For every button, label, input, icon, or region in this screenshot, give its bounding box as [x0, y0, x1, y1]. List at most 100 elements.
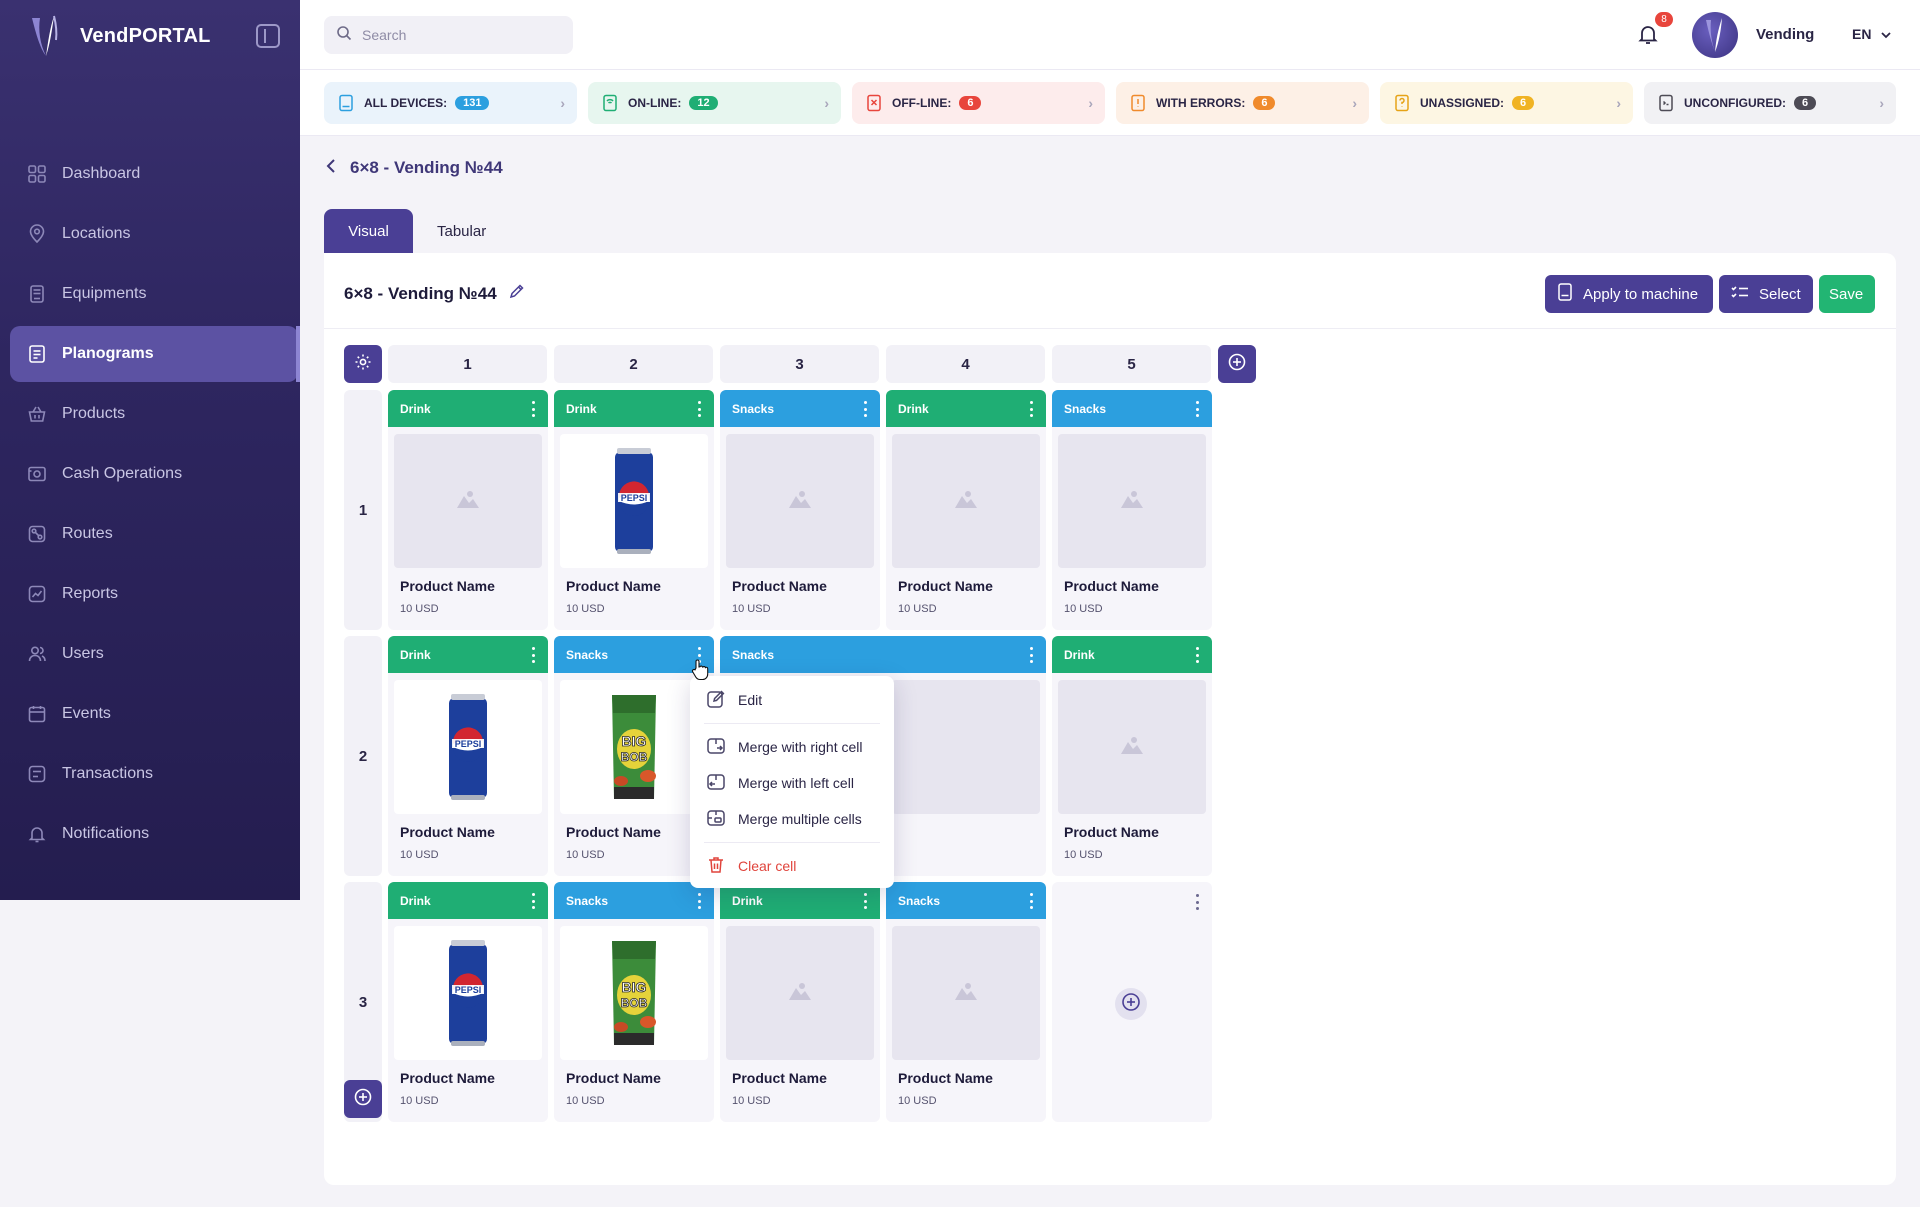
bell-icon [26, 823, 48, 845]
product-image-placeholder [726, 434, 874, 568]
unconfigured-icon [1656, 93, 1676, 113]
tab-visual[interactable]: Visual [324, 209, 413, 254]
more-vertical-icon[interactable] [858, 399, 872, 419]
status-count: 6 [1512, 96, 1535, 110]
sidebar-item-users[interactable]: Users [10, 626, 300, 682]
more-vertical-icon[interactable] [692, 399, 706, 419]
sidebar-item-label: Notifications [62, 825, 150, 842]
sidebar-item-label: Transactions [62, 765, 153, 782]
more-vertical-icon[interactable] [1024, 399, 1038, 419]
status-unassigned[interactable]: UNASSIGNED: 6 › [1380, 82, 1633, 124]
cell-category: Drink [566, 401, 597, 416]
search-input[interactable] [362, 27, 562, 43]
sidebar-nav: Dashboard Locations Equipments Planogram… [10, 146, 300, 866]
sidebar-item-cash-operations[interactable]: Cash Operations [10, 446, 300, 502]
planogram-cell[interactable]: Drink PEPSI Product Name 10 USD [388, 636, 548, 876]
planogram-cell[interactable]: Snacks Product Name 10 USD [1052, 390, 1212, 630]
product-image-placeholder [1058, 434, 1206, 568]
planogram-cell[interactable]: Drink PEPSI Product Name 10 USD [554, 390, 714, 630]
back-arrow-icon[interactable] [326, 158, 336, 178]
users-icon [26, 643, 48, 665]
divider [324, 328, 1896, 329]
more-vertical-icon[interactable] [858, 891, 872, 911]
more-vertical-icon[interactable] [526, 891, 540, 911]
planogram-cell[interactable]: Drink Product Name 10 USD [720, 882, 880, 1122]
notification-count-badge: 8 [1655, 12, 1673, 27]
notification-bell-icon[interactable] [1636, 22, 1662, 48]
more-vertical-icon[interactable] [526, 399, 540, 419]
sidebar-item-notifications[interactable]: Notifications [10, 806, 300, 862]
more-vertical-icon[interactable] [1190, 399, 1204, 419]
menu-item-merge-left[interactable]: Merge with left cell [690, 765, 894, 801]
edit-pencil-icon[interactable] [509, 283, 525, 304]
status-with-errors[interactable]: WITH ERRORS: 6 › [1116, 82, 1369, 124]
planogram-cell[interactable]: Drink PEPSI Product Name 10 USD [388, 882, 548, 1122]
svg-text:PEPSI: PEPSI [455, 985, 482, 995]
more-vertical-icon[interactable] [1024, 891, 1038, 911]
sidebar-item-locations[interactable]: Locations [10, 206, 300, 262]
avatar[interactable] [1692, 12, 1738, 58]
add-product-button[interactable] [1115, 988, 1147, 1020]
sidebar-item-reports[interactable]: Reports [10, 566, 300, 622]
report-icon [26, 583, 48, 605]
status-all-devices[interactable]: ALL DEVICES: 131 › [324, 82, 577, 124]
planogram-cell[interactable]: Snacks Product Name 10 USD [720, 390, 880, 630]
pepsi-can-image: PEPSI [615, 448, 653, 554]
product-name: Product Name [1064, 824, 1159, 840]
cell-category: Snacks [566, 647, 609, 662]
menu-item-merge-right[interactable]: Merge with right cell [690, 729, 894, 765]
more-vertical-icon[interactable] [1190, 892, 1204, 912]
product-price: 10 USD [1064, 603, 1103, 615]
more-vertical-icon[interactable] [1024, 645, 1038, 665]
sidebar-item-planograms[interactable]: Planograms [10, 326, 300, 382]
status-offline[interactable]: OFF-LINE: 6 › [852, 82, 1105, 124]
error-icon [1128, 93, 1148, 113]
sidebar-collapse-icon[interactable] [256, 24, 280, 48]
planogram-cell[interactable]: Snacks BIG BOB Product Name 10 USD [554, 636, 714, 876]
search-box[interactable] [324, 16, 573, 54]
language-select[interactable]: EN [1852, 26, 1892, 42]
planogram-cell[interactable]: Drink Product Name 10 USD [1052, 636, 1212, 876]
planogram-cell-empty[interactable] [1052, 882, 1212, 1122]
sidebar-item-equipments[interactable]: Equipments [10, 266, 300, 322]
menu-item-merge-multiple[interactable]: Merge multiple cells [690, 801, 894, 837]
sidebar-item-transactions[interactable]: Transactions [10, 746, 300, 802]
user-name[interactable]: Vending [1756, 26, 1815, 43]
apply-to-machine-button[interactable]: Apply to machine [1545, 275, 1713, 313]
product-image-placeholder [892, 926, 1040, 1060]
chevron-right-icon: › [1616, 95, 1621, 111]
menu-item-edit[interactable]: Edit [690, 682, 894, 718]
planogram-cell[interactable]: Snacks Product Name 10 USD [886, 882, 1046, 1122]
more-vertical-icon[interactable] [1190, 645, 1204, 665]
product-image: PEPSI [394, 680, 542, 814]
tab-tabular[interactable]: Tabular [437, 223, 487, 240]
image-placeholder-icon [787, 488, 813, 515]
search-icon [336, 25, 352, 46]
save-button[interactable]: Save [1819, 275, 1875, 313]
status-unconfigured[interactable]: UNCONFIGURED: 6 › [1644, 82, 1896, 124]
add-column-button[interactable] [1218, 345, 1256, 383]
grid-settings-button[interactable] [344, 345, 382, 383]
planogram-cell[interactable]: Drink Product Name 10 USD [388, 390, 548, 630]
sidebar-item-dashboard[interactable]: Dashboard [10, 146, 300, 202]
cash-icon [26, 463, 48, 485]
cell-category: Snacks [732, 401, 775, 416]
planogram-cell[interactable]: Drink Product Name 10 USD [886, 390, 1046, 630]
planogram-cell[interactable]: Snacks BIG BOB Product Name 10 USD [554, 882, 714, 1122]
product-image-placeholder [892, 680, 1040, 814]
menu-item-clear-cell[interactable]: Clear cell [690, 848, 894, 884]
sidebar-item-routes[interactable]: Routes [10, 506, 300, 562]
add-row-button[interactable] [344, 1080, 382, 1118]
logo[interactable]: VendPORTAL [24, 14, 280, 58]
status-online[interactable]: ON-LINE: 12 › [588, 82, 841, 124]
row-header: 1 [344, 390, 382, 630]
more-vertical-icon[interactable] [692, 891, 706, 911]
edit-icon [706, 689, 738, 712]
select-button[interactable]: Select [1719, 275, 1813, 313]
sidebar-item-products[interactable]: Products [10, 386, 300, 442]
more-vertical-icon[interactable] [526, 645, 540, 665]
sidebar-item-events[interactable]: Events [10, 686, 300, 742]
status-count: 6 [959, 96, 982, 110]
hand-cursor-icon [691, 659, 709, 686]
image-placeholder-icon [455, 488, 481, 515]
